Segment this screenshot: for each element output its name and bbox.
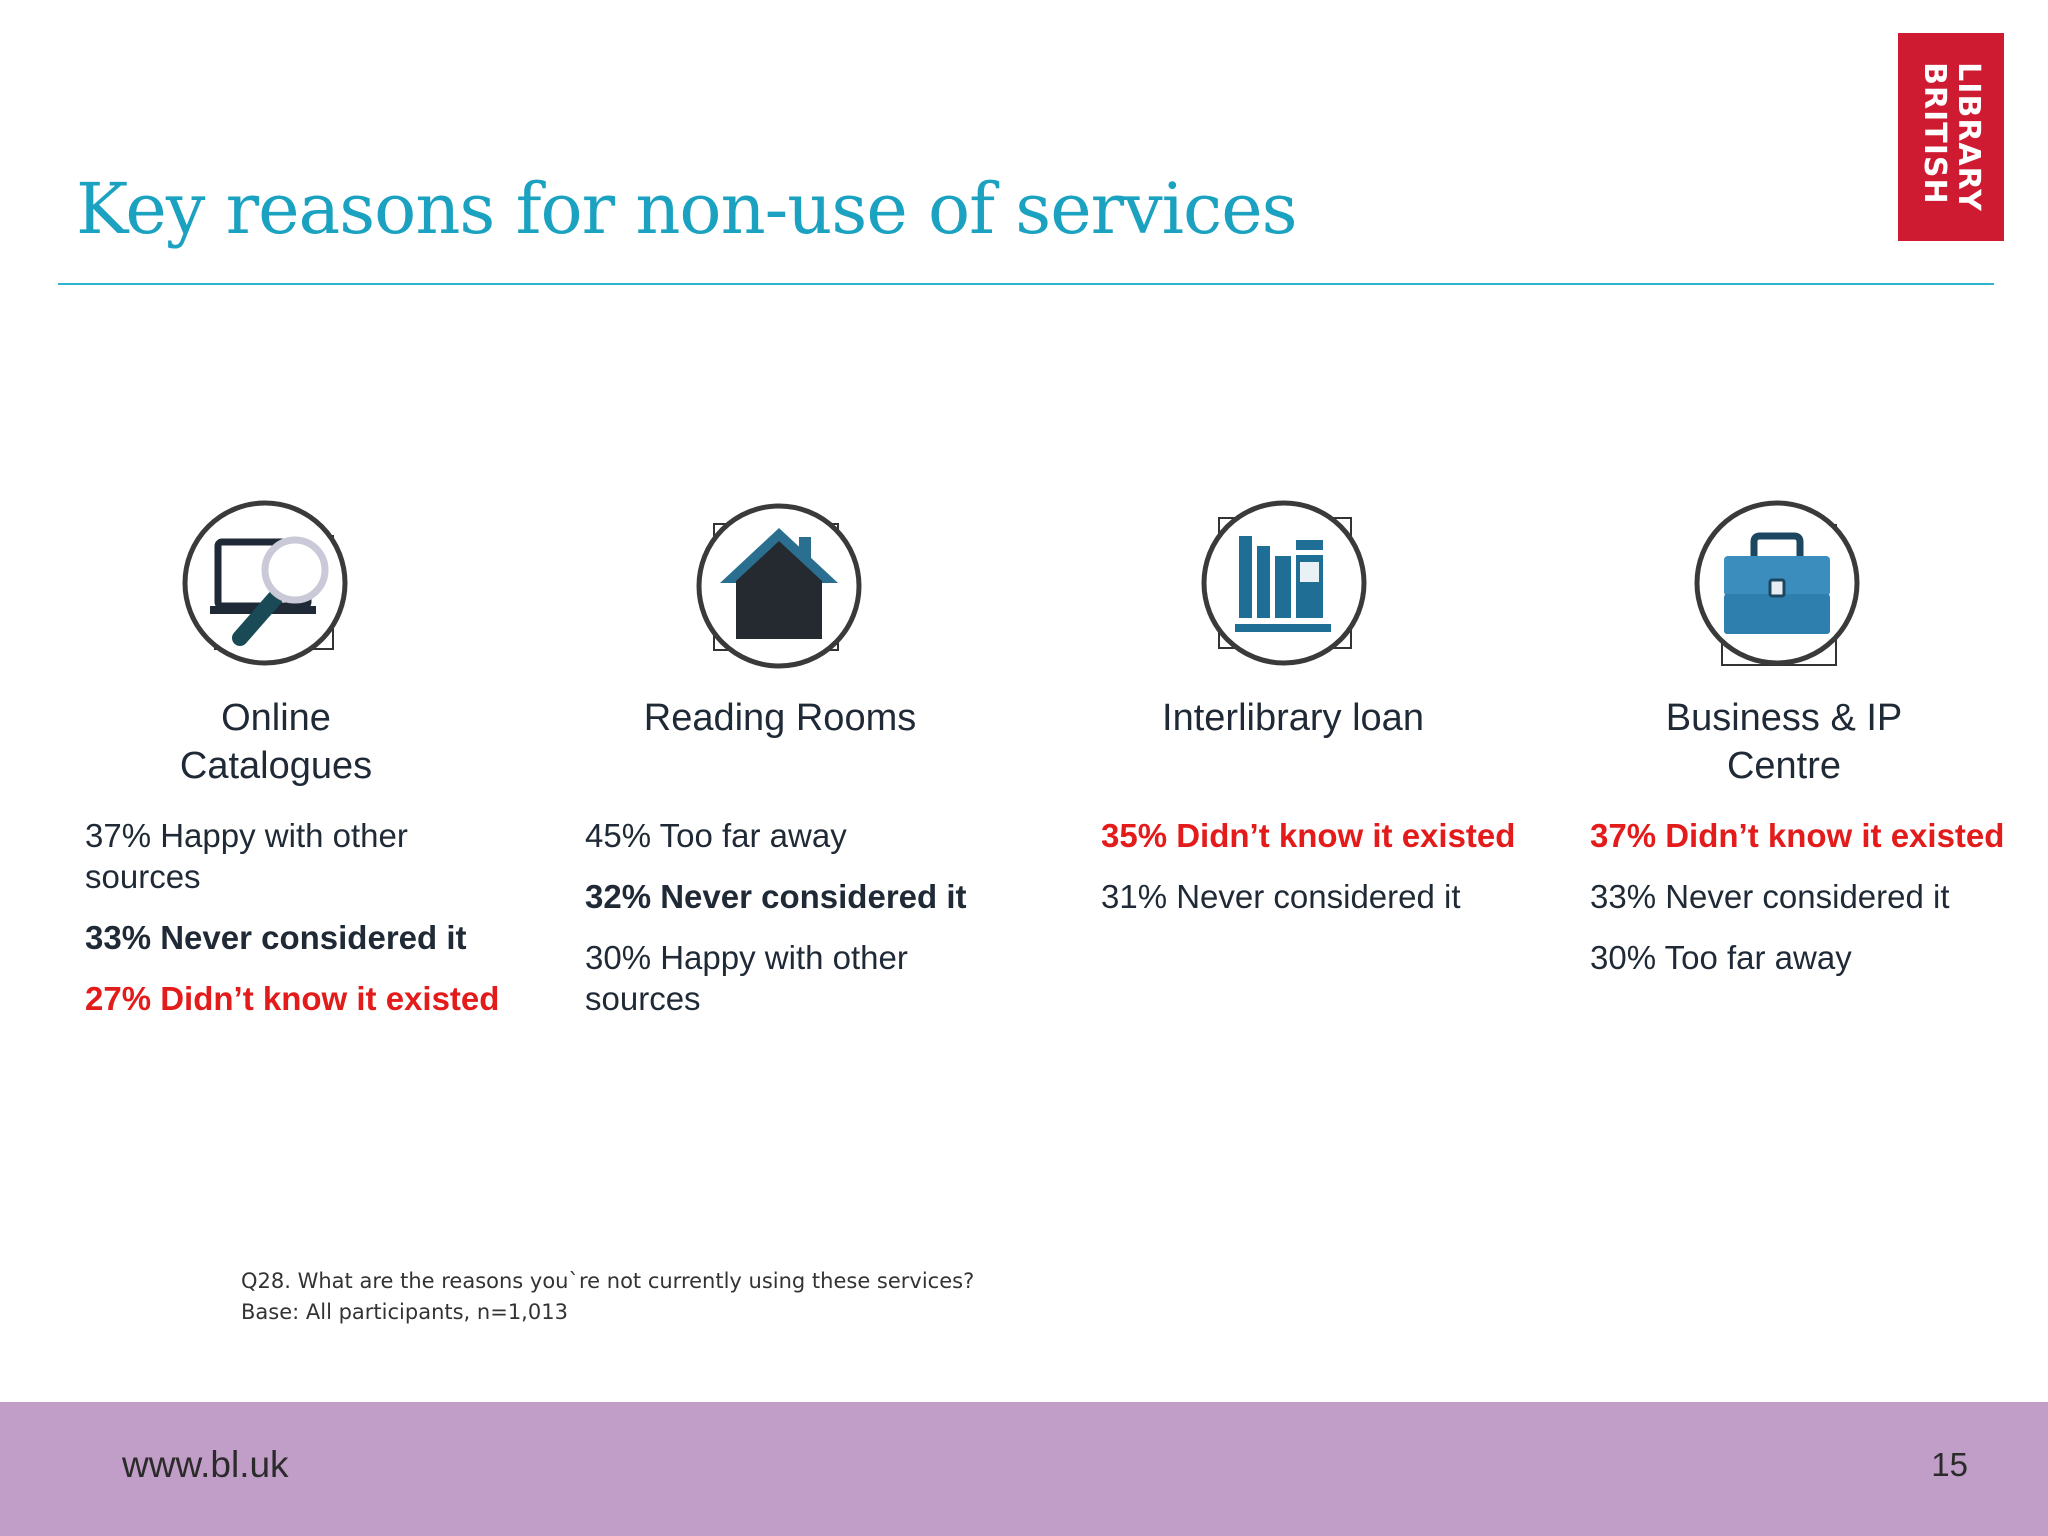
books-icon — [1199, 498, 1369, 668]
footer-url-link[interactable]: www.bl.uk — [122, 1444, 289, 1485]
stat-item: 37% Happy with other sources — [85, 817, 408, 895]
stats-online-catalogues: 37% Happy with other sources 33% Never c… — [85, 815, 525, 1039]
magnifier-laptop-icon — [180, 498, 350, 668]
stat-item: 30% Happy with other sources — [585, 939, 908, 1017]
column-title-online-catalogues: Online Catalogues — [179, 697, 373, 787]
logo-text: LIBRARY BRITISH — [1917, 62, 1986, 212]
stats-business-ip-centre: 37% Didn’t know it existed 33% Never con… — [1590, 815, 2030, 998]
stat-item: 30% Too far away — [1590, 939, 1852, 976]
briefcase-icon — [1692, 498, 1862, 668]
stats-reading-rooms: 45% Too far away 32% Never considered it… — [585, 815, 1025, 1039]
stat-item: 33% Never considered it — [1590, 878, 1950, 915]
stat-item: 33% Never considered it — [85, 919, 467, 956]
stat-item: 37% Didn’t know it existed — [1590, 817, 2005, 854]
column-title-reading-rooms: Reading Rooms — [643, 697, 917, 739]
stat-item: 27% Didn’t know it existed — [85, 980, 500, 1017]
stats-interlibrary-loan: 35% Didn’t know it existed 31% Never con… — [1101, 815, 1561, 937]
slide-title: Key reasons for non-use of services — [76, 168, 1298, 250]
stat-item: 31% Never considered it — [1101, 878, 1461, 915]
page-number: 15 — [1931, 1446, 1968, 1483]
stat-item: 35% Didn’t know it existed — [1101, 817, 1516, 854]
stat-item: 32% Never considered it — [585, 878, 967, 915]
footer-bar: www.bl.uk 15 — [0, 1402, 2048, 1536]
footnote-base: Base: All participants, n=1,013 — [241, 1300, 568, 1324]
house-icon — [694, 501, 864, 671]
column-title-interlibrary-loan: Interlibrary loan — [1162, 697, 1424, 739]
footnote: Q28. What are the reasons you`re not cur… — [241, 1266, 974, 1328]
stat-item: 45% Too far away — [585, 817, 847, 854]
footnote-question: Q28. What are the reasons you`re not cur… — [241, 1269, 975, 1293]
british-library-logo: LIBRARY BRITISH — [1898, 33, 2004, 241]
column-title-business-ip-centre: Business & IP Centre — [1665, 697, 1903, 787]
title-divider — [58, 283, 1994, 285]
